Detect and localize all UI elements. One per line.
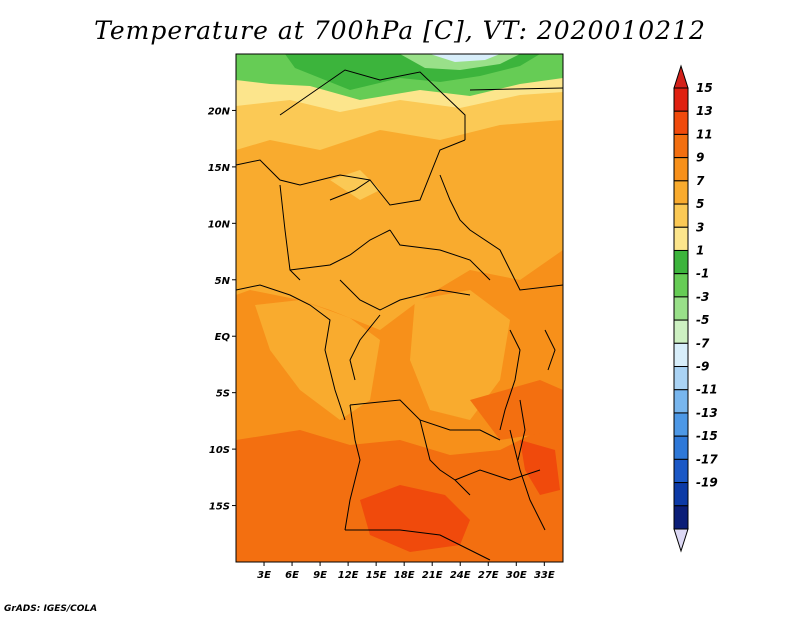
colorbar-swatch bbox=[673, 435, 689, 460]
country-borders bbox=[236, 69, 563, 561]
field-band-m5-m3 bbox=[430, 54, 500, 62]
field-east-hot bbox=[520, 440, 560, 495]
lat-tick-label: 15S bbox=[209, 502, 230, 513]
border-chad-north bbox=[329, 139, 466, 206]
border-malawi bbox=[509, 429, 546, 531]
chart-title: Temperature at 700hPa [C], VT: 202001021… bbox=[94, 16, 706, 45]
border-angola-coast bbox=[344, 404, 361, 531]
colorbar-swatch bbox=[673, 249, 689, 275]
lat-tick-label: 20N bbox=[208, 106, 231, 117]
border-libya bbox=[279, 69, 466, 140]
colorbar-swatch bbox=[673, 226, 689, 251]
lat-tick-label: 10S bbox=[209, 445, 230, 456]
colorbar-label: 9 bbox=[696, 151, 704, 165]
lon-tick-label: 9E bbox=[313, 570, 327, 581]
colorbar-label: -5 bbox=[696, 313, 709, 327]
colorbar-label: -15 bbox=[696, 429, 718, 443]
colorbar-swatch bbox=[673, 482, 689, 507]
colorbar-label: -13 bbox=[696, 406, 718, 420]
field-congo-basin bbox=[410, 290, 510, 420]
lon-tick-label: 30E bbox=[506, 570, 527, 581]
colorbar-label: -17 bbox=[696, 452, 718, 466]
credit-label: GrADS: IGES/COLA bbox=[4, 604, 98, 614]
colorbar-swatch bbox=[673, 203, 689, 228]
border-nigeria-cameroon bbox=[289, 229, 391, 271]
colorbar-label: -19 bbox=[696, 476, 718, 490]
colorbar-swatch bbox=[673, 87, 689, 112]
longitude-axis: 3E 6E 9E 12E 15E 18E 21E 24E 27E 30E 33E bbox=[257, 562, 555, 581]
colorbar-swatch bbox=[673, 180, 689, 205]
colorbar-lower-arrow bbox=[673, 528, 689, 553]
lat-tick-label: 5S bbox=[216, 389, 230, 400]
colorbar-swatch bbox=[673, 296, 689, 321]
colorbar-swatch bbox=[673, 110, 689, 135]
colorbar-swatch bbox=[673, 412, 689, 437]
lon-tick-label: 21E bbox=[422, 570, 443, 581]
lake-tanganyika bbox=[517, 399, 526, 461]
colorbar-label: -9 bbox=[696, 360, 709, 374]
colorbar-swatch bbox=[673, 133, 689, 159]
colorbar-swatch bbox=[673, 273, 689, 298]
colorbar-label: 1 bbox=[696, 243, 704, 257]
colorbar-label: 5 bbox=[696, 197, 704, 211]
colorbar-label: 3 bbox=[696, 220, 704, 234]
field-west-central bbox=[255, 300, 380, 420]
colorbar-swatch bbox=[673, 319, 689, 344]
coastline-gulf bbox=[236, 284, 346, 421]
map-frame bbox=[235, 53, 564, 563]
field-east-warm bbox=[470, 380, 563, 440]
colorbar-swatch bbox=[673, 458, 689, 484]
colorbar-label: 11 bbox=[696, 127, 713, 141]
border-niger-south bbox=[236, 159, 371, 186]
colorbar-upper-arrow bbox=[673, 64, 689, 89]
border-zimbabwe bbox=[454, 469, 541, 481]
temperature-field bbox=[236, 54, 563, 562]
lon-tick-label: 24E bbox=[450, 570, 471, 581]
latitude-axis: 20N 15N 10N 5N EQ 5S 10S 15S bbox=[208, 106, 236, 513]
lon-tick-label: 33E bbox=[534, 570, 555, 581]
lon-tick-label: 12E bbox=[338, 570, 359, 581]
lat-tick-label: 5N bbox=[215, 276, 231, 287]
border-namibia bbox=[345, 529, 491, 561]
field-band-13-15 bbox=[360, 485, 470, 552]
lon-tick-label: 18E bbox=[394, 570, 415, 581]
lon-tick-label: 6E bbox=[285, 570, 299, 581]
lat-tick-label: 15N bbox=[208, 163, 231, 174]
border-nigeria-west bbox=[279, 184, 301, 281]
colorbar: 15 13 11 9 7 5 3 1 -1 -3 -5 -7 -9 -11 -13 -15 -17 -19 bbox=[673, 64, 718, 553]
lon-tick-label: 15E bbox=[366, 570, 387, 581]
colorbar-swatch bbox=[673, 389, 689, 414]
border-egypt-sudan bbox=[469, 87, 563, 91]
lat-tick-label: 10N bbox=[208, 219, 231, 230]
lon-tick-label: 27E bbox=[478, 570, 499, 581]
border-sudan bbox=[439, 174, 563, 291]
border-congo-north bbox=[339, 279, 471, 311]
lake-victoria bbox=[544, 329, 556, 371]
field-patch-5-7 bbox=[330, 170, 380, 200]
colorbar-swatch bbox=[673, 342, 689, 368]
lat-tick-label: EQ bbox=[215, 332, 231, 343]
colorbar-swatch bbox=[673, 157, 689, 182]
colorbar-label: 7 bbox=[696, 174, 705, 188]
colorbar-label: -7 bbox=[696, 336, 710, 350]
border-car bbox=[389, 229, 491, 281]
colorbar-label: -1 bbox=[696, 267, 709, 281]
border-drc-east bbox=[499, 329, 521, 431]
border-zambia bbox=[419, 419, 471, 496]
colorbar-swatch bbox=[673, 505, 689, 530]
lon-tick-label: 3E bbox=[257, 570, 271, 581]
border-congo-drc bbox=[349, 314, 381, 381]
border-angola-drc bbox=[349, 399, 501, 441]
field-band-7-9 bbox=[236, 90, 563, 330]
colorbar-label: 15 bbox=[696, 81, 713, 95]
colorbar-label: -3 bbox=[696, 290, 709, 304]
colorbar-label: -11 bbox=[696, 383, 718, 397]
colorbar-label: 13 bbox=[696, 104, 713, 118]
colorbar-swatch bbox=[673, 366, 689, 391]
